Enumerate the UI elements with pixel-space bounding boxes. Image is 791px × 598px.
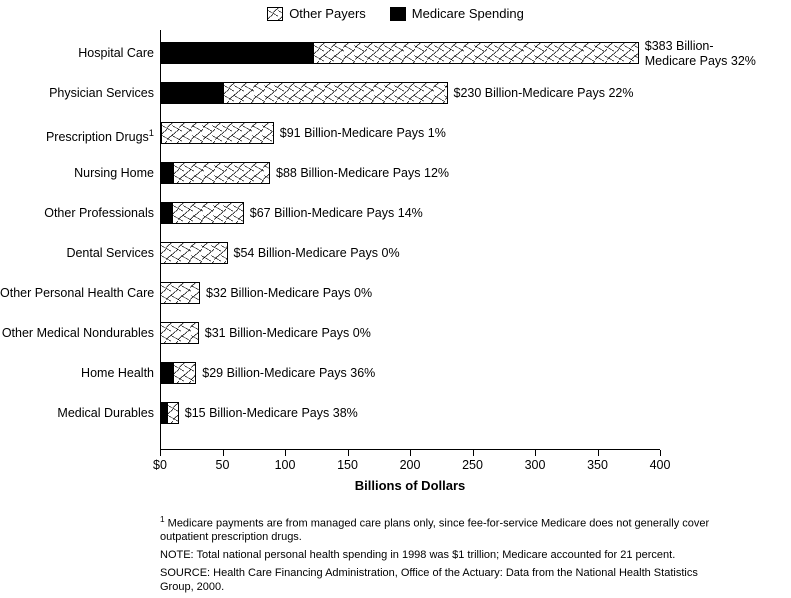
bar-segment-medicare (160, 82, 223, 104)
bar-segment-other (223, 82, 447, 104)
x-tick (660, 450, 661, 456)
x-tick (410, 450, 411, 456)
bar-row: Other Professionals$67 Billion-Medicare … (160, 202, 660, 224)
bar-value-label: $32 Billion-Medicare Pays 0% (206, 286, 372, 301)
x-tick-label: 300 (525, 458, 546, 472)
x-tick-label: 200 (400, 458, 421, 472)
bar-segment-other (173, 162, 270, 184)
category-label: Other Personal Health Care (0, 282, 160, 304)
bar-segment-medicare (160, 42, 313, 64)
bar-value-label: $383 Billion-Medicare Pays 32% (645, 39, 756, 69)
x-tick (160, 450, 161, 456)
bar-segment-other (160, 322, 199, 344)
bar-row: Medical Durables$15 Billion-Medicare Pay… (160, 402, 660, 424)
x-tick-label: $0 (153, 458, 167, 472)
x-tick (473, 450, 474, 456)
bar-value-label: $54 Billion-Medicare Pays 0% (234, 246, 400, 261)
bar-segment-other (160, 282, 200, 304)
x-tick (598, 450, 599, 456)
x-tick-label: 350 (587, 458, 608, 472)
x-tick (285, 450, 286, 456)
bar-value-label: $91 Billion-Medicare Pays 1% (280, 126, 446, 141)
bar-segment-medicare (160, 402, 167, 424)
legend: Other Payers Medicare Spending (0, 6, 791, 21)
bar-row: Physician Services$230 Billion-Medicare … (160, 82, 660, 104)
bar-value-label: $67 Billion-Medicare Pays 14% (250, 206, 423, 221)
bar-row: Home Health$29 Billion-Medicare Pays 36% (160, 362, 660, 384)
bar-segment-other (161, 122, 274, 144)
category-label: Other Medical Nondurables (0, 322, 160, 344)
bar-row: Dental Services$54 Billion-Medicare Pays… (160, 242, 660, 264)
footnote-1-text: Medicare payments are from managed care … (160, 518, 709, 544)
bar-row: Nursing Home$88 Billion-Medicare Pays 12… (160, 162, 660, 184)
bar-value-label: $29 Billion-Medicare Pays 36% (202, 366, 375, 381)
legend-label-other: Other Payers (289, 6, 366, 21)
x-axis-label: Billions of Dollars (160, 478, 660, 493)
category-label: Hospital Care (0, 42, 160, 64)
bar-row: Other Medical Nondurables$31 Billion-Med… (160, 322, 660, 344)
x-tick-label: 400 (650, 458, 671, 472)
category-label: Prescription Drugs1 (0, 122, 160, 148)
x-tick-label: 100 (275, 458, 296, 472)
bar-segment-other (167, 402, 179, 424)
x-tick-label: 250 (462, 458, 483, 472)
bar-segment-medicare (160, 162, 173, 184)
category-label: Other Professionals (0, 202, 160, 224)
legend-swatch-medicare (390, 7, 406, 21)
category-label: Dental Services (0, 242, 160, 264)
bar-value-label: $15 Billion-Medicare Pays 38% (185, 406, 358, 421)
category-label: Home Health (0, 362, 160, 384)
bar-segment-other (313, 42, 639, 64)
footnote-note: NOTE: Total national personal health spe… (160, 549, 720, 563)
bar-value-label: $88 Billion-Medicare Pays 12% (276, 166, 449, 181)
plot-area: Billions of Dollars $0501001502002503003… (160, 30, 660, 450)
bar-row: Hospital Care$383 Billion-Medicare Pays … (160, 42, 660, 64)
legend-label-medicare: Medicare Spending (412, 6, 524, 21)
bar-segment-medicare (160, 362, 173, 384)
bar-segment-other (172, 202, 244, 224)
bar-segment-other (173, 362, 196, 384)
footnotes-block: 1 Medicare payments are from managed car… (160, 515, 720, 598)
bar-value-label: $31 Billion-Medicare Pays 0% (205, 326, 371, 341)
chart-container: Other Payers Medicare Spending Billions … (0, 0, 791, 595)
footnote-1: 1 Medicare payments are from managed car… (160, 515, 720, 545)
x-tick (223, 450, 224, 456)
legend-swatch-other (267, 7, 283, 21)
bar-segment-medicare (160, 202, 172, 224)
x-tick (348, 450, 349, 456)
footnote-source: SOURCE: Health Care Financing Administra… (160, 567, 720, 595)
category-label: Nursing Home (0, 162, 160, 184)
x-tick-label: 150 (337, 458, 358, 472)
category-label: Medical Durables (0, 402, 160, 424)
bar-row: Other Personal Health Care$32 Billion-Me… (160, 282, 660, 304)
x-tick-label: 50 (216, 458, 230, 472)
legend-item-medicare: Medicare Spending (390, 6, 524, 21)
bar-row: Prescription Drugs1$91 Billion-Medicare … (160, 122, 660, 144)
category-label: Physician Services (0, 82, 160, 104)
bar-value-label: $230 Billion-Medicare Pays 22% (454, 86, 634, 101)
bar-segment-other (160, 242, 228, 264)
x-tick (535, 450, 536, 456)
legend-item-other: Other Payers (267, 6, 366, 21)
